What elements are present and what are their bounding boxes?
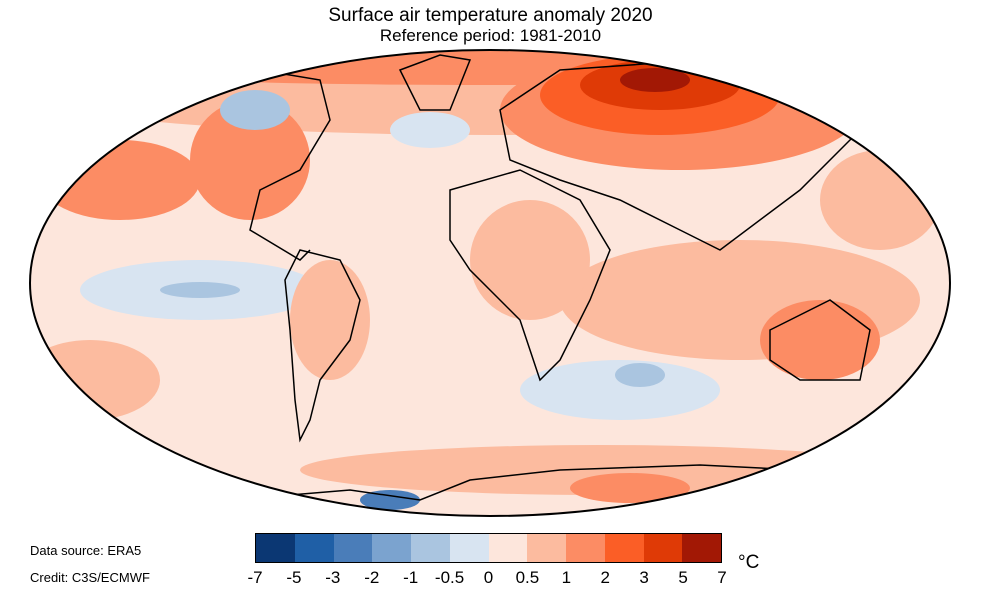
colorbar-tick-label: 5 — [678, 568, 688, 587]
colorbar-bin — [256, 534, 295, 562]
colorbar-bin — [643, 534, 683, 562]
colorbar-bin — [488, 534, 528, 562]
colorbar-tick-label: 2 — [600, 568, 610, 587]
colorbar — [255, 533, 722, 563]
colorbar-tick-label: -2 — [364, 568, 380, 587]
colorbar-tick-label: -7 — [247, 568, 263, 587]
colorbar-bin — [294, 534, 334, 562]
colorbar-tick-label: 3 — [639, 568, 649, 587]
colorbar-tick-label: 1 — [561, 568, 572, 587]
colorbar-tick-label: 0.5 — [515, 568, 540, 587]
map-border — [29, 49, 951, 517]
colorbar-tick-label: -0.5 — [434, 568, 465, 587]
data-source-label: Data source: ERA5 — [30, 543, 142, 558]
colorbar-tick-label: 7 — [717, 568, 727, 587]
colorbar-bin — [566, 534, 605, 562]
map-title: Surface air temperature anomaly 2020 — [328, 5, 653, 26]
map-subtitle: Reference period: 1981-2010 — [379, 26, 602, 45]
colorbar-bin — [411, 534, 450, 562]
colorbar-bin — [372, 534, 411, 562]
colorbar-bin — [333, 534, 373, 562]
colorbar-tick-label: 0 — [483, 568, 494, 587]
colorbar-bin — [682, 534, 721, 562]
colorbar-bin — [449, 534, 489, 562]
credit-label: Credit: C3S/ECMWF — [30, 570, 150, 585]
colorbar-bin — [527, 534, 566, 562]
temperature-anomaly-map — [29, 49, 951, 517]
colorbar-tick-label: -1 — [403, 568, 419, 587]
unit-label: °C — [738, 552, 760, 573]
colorbar-bin — [604, 534, 644, 562]
colorbar-tick-label: -5 — [286, 568, 302, 587]
colorbar-tick-label: -3 — [325, 568, 341, 587]
